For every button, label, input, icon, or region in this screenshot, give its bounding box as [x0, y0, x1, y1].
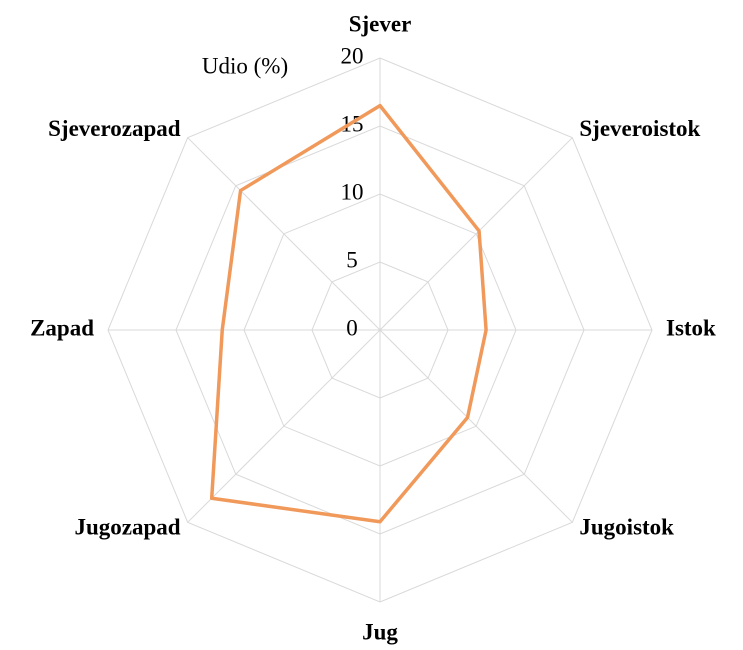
grid-line: [311, 261, 449, 399]
y-tick-label: 10: [341, 179, 364, 204]
y-tick-label: 20: [341, 43, 364, 68]
category-label: Jugozapad: [75, 515, 181, 540]
category-label: Istok: [666, 315, 716, 340]
y-tick-label: 5: [346, 247, 358, 272]
axis-label: Udio (%): [202, 53, 288, 78]
category-label: Zapad: [30, 315, 94, 340]
category-label: Sjever: [349, 11, 412, 36]
data-line: [209, 103, 488, 524]
category-label: Jug: [362, 619, 398, 644]
category-label: Jugoistok: [579, 515, 674, 540]
grid-line: [243, 193, 517, 467]
grid-line: [175, 125, 585, 535]
category-label: Sjeveroistok: [579, 116, 700, 141]
y-tick-label: 0: [346, 315, 358, 340]
category-label: Sjeverozapad: [48, 116, 181, 141]
grid-line: [107, 57, 653, 603]
